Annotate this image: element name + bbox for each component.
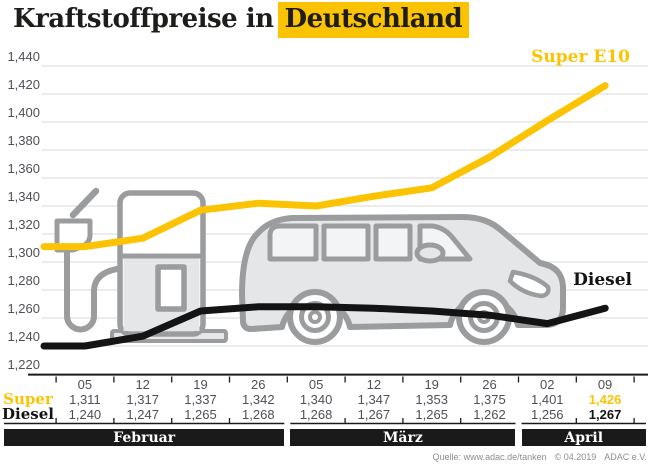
month-bar-april: April (521, 429, 646, 446)
super-value-cell: 1,317 (126, 392, 159, 407)
y-axis-label: 1,300 (7, 245, 40, 260)
diesel-value-cell: 1,268 (242, 407, 275, 422)
pump-hose (64, 250, 120, 333)
super-value-cell: 1,311 (69, 392, 101, 407)
y-axis-label: 1,240 (7, 329, 40, 344)
diesel-value-cell: 1,267 (588, 407, 622, 422)
y-axis-label: 1,280 (7, 273, 40, 288)
date-cell: 09 (597, 377, 613, 392)
date-cell: 05 (308, 377, 324, 392)
y-axis-label: 1,440 (7, 49, 40, 64)
diesel-value-cell: 1,256 (531, 407, 564, 422)
y-axis-label: 1,400 (7, 105, 40, 120)
diesel-series-label: Diesel (573, 270, 632, 290)
y-axis-label: 1,320 (7, 217, 40, 232)
date-cell: 12 (135, 377, 150, 392)
y-axis-label: 1,420 (7, 77, 40, 92)
title-prefix: Kraftstoffpreise in (13, 4, 274, 34)
diesel-value-cell: 1,262 (473, 407, 506, 422)
super-value-cell: 1,342 (242, 392, 275, 407)
super-value-cell: 1,375 (473, 392, 506, 407)
super-row-header: Super (3, 390, 53, 408)
page-title: Kraftstoffpreise in Deutschland (13, 2, 470, 38)
pump-nozzle-handle (69, 187, 100, 219)
y-axis-label: 1,360 (7, 161, 40, 176)
super-value-cell: 1,347 (357, 392, 391, 407)
date-cell: 02 (540, 377, 555, 392)
super-value-cell: 1,337 (184, 392, 217, 407)
series-lines (40, 82, 609, 350)
super-value-cell: 1,426 (588, 392, 622, 407)
super-value-cell: 1,353 (415, 392, 448, 407)
date-cell: 19 (424, 377, 439, 392)
car-illustration (239, 214, 566, 345)
y-axis-label: 1,220 (7, 357, 40, 372)
diesel-value-cell: 1,267 (357, 407, 391, 422)
fuel-pump-illustration (54, 187, 228, 343)
title-highlight: Deutschland (277, 2, 470, 38)
diesel-value-cell: 1,265 (415, 407, 448, 422)
car-headlight (507, 269, 551, 299)
car-wheel-rear (287, 289, 343, 345)
diesel-value-cell: 1,240 (68, 407, 102, 422)
super-value-cell: 1,340 (299, 392, 333, 407)
source-quelle: Quelle: www.adac.de/tanken (432, 452, 547, 462)
super-e10-series-label: Super E10 (531, 47, 630, 67)
date-cell: 26 (251, 377, 266, 392)
y-axis-label: 1,260 (7, 301, 40, 316)
car-window-rear (267, 223, 319, 262)
source-org: ADAC e.V. (604, 452, 647, 462)
date-cell: 26 (482, 377, 497, 392)
diesel-value-cell: 1,265 (184, 407, 217, 422)
table-frame-lines (4, 373, 648, 425)
y-axis-label: 1,380 (7, 133, 40, 148)
month-bar-märz: März (290, 429, 516, 446)
source-note: Quelle: www.adac.de/tanken © 04.2019 ADAC … (425, 452, 647, 462)
month-bar-februar: Februar (4, 429, 285, 446)
super-value-cell: 1,401 (531, 392, 564, 407)
pump-window (155, 264, 187, 312)
diesel-value-cell: 1,268 (299, 407, 333, 422)
date-cell: 19 (193, 377, 208, 392)
y-axis-label: 1,340 (7, 189, 40, 204)
date-cell: 12 (366, 377, 382, 392)
date-cell: 05 (77, 377, 93, 392)
car-window-middle (321, 223, 371, 262)
car-window-front (373, 223, 413, 262)
diesel-value-cell: 1,247 (126, 407, 159, 422)
diesel-row-header: Diesel (2, 405, 54, 423)
car-mirror (414, 242, 446, 264)
fuel-price-table: 05 12 19 26 05 12 19 26 02 09 Super 1,311 1,317 1,337… (0, 377, 634, 422)
diesel-line (40, 303, 609, 350)
super-e10-line (40, 82, 609, 251)
source-copyright: © 04.2019 (554, 452, 597, 462)
